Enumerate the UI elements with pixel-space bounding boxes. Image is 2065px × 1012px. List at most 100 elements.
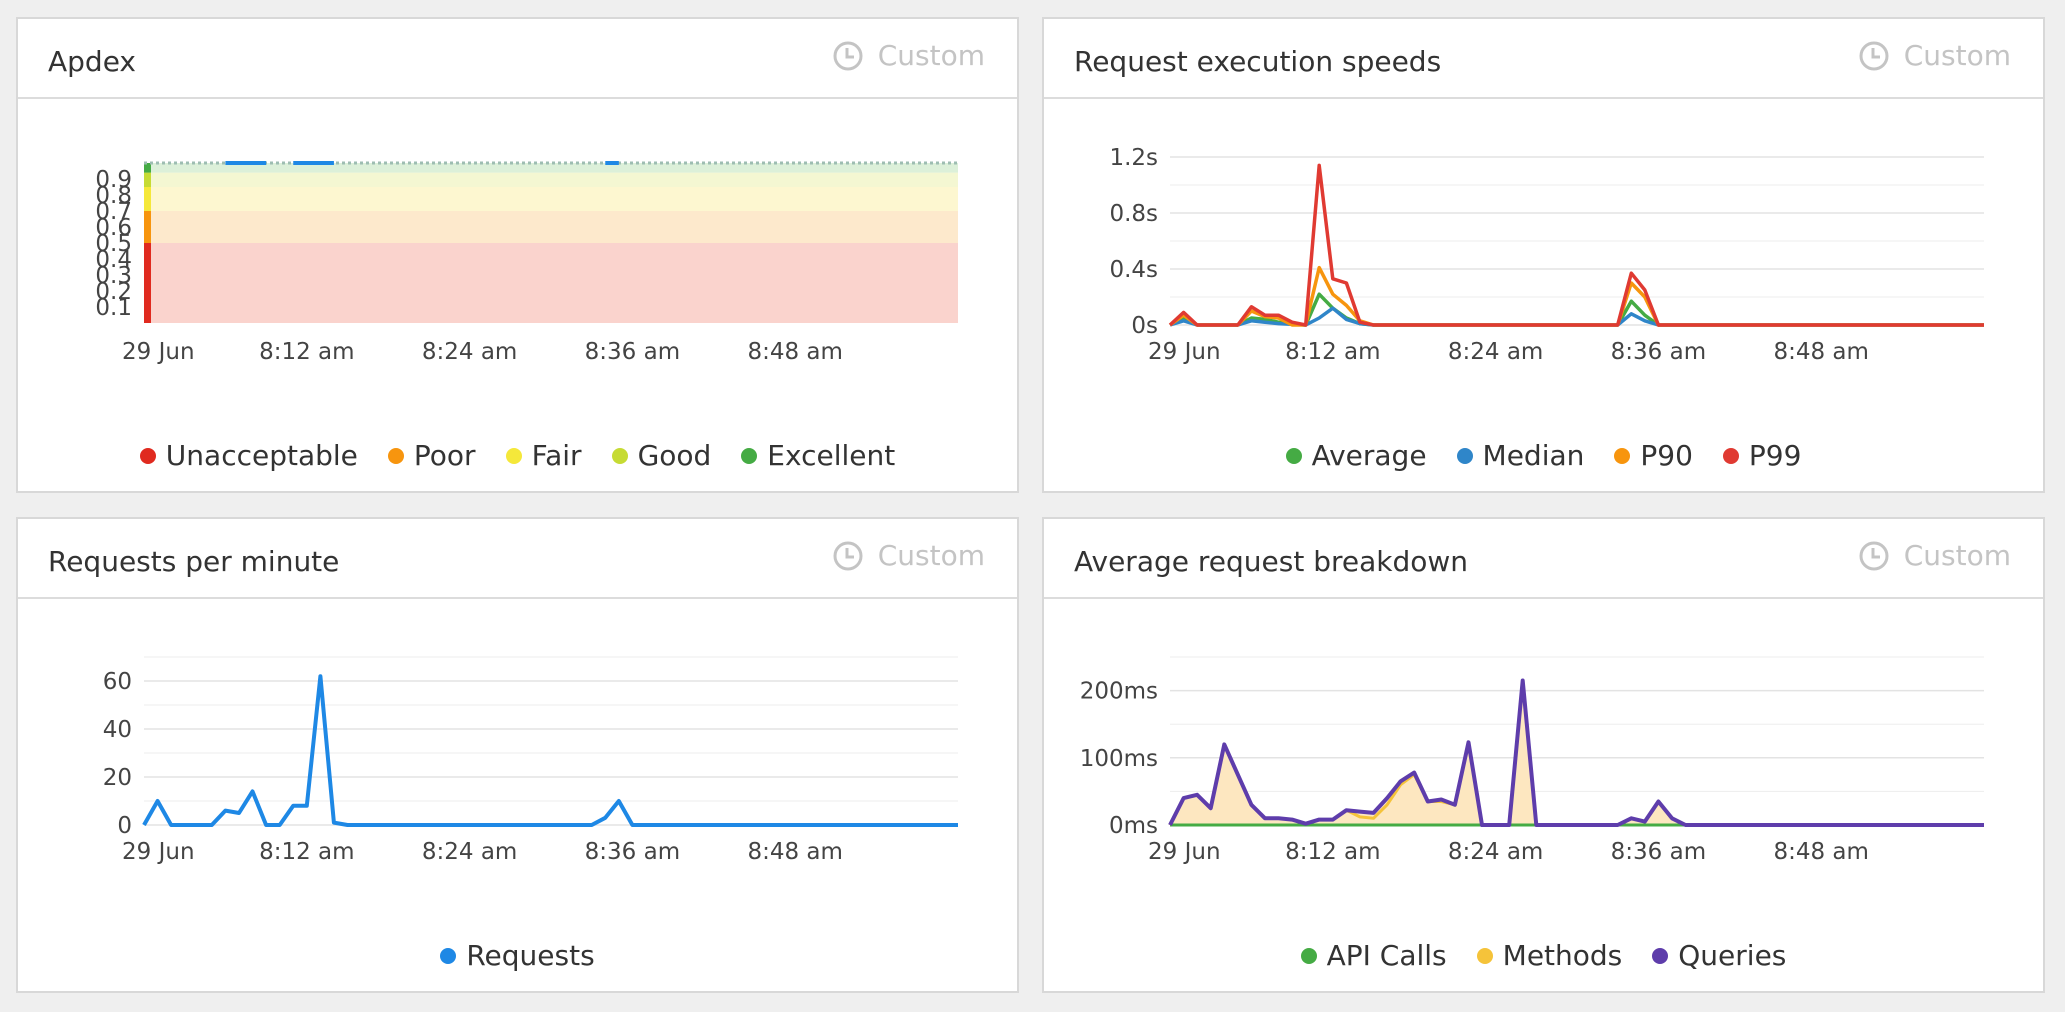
x-tick-label: 8:24 am bbox=[422, 339, 517, 365]
x-tick-label: 8:24 am bbox=[422, 839, 517, 865]
clock-icon bbox=[833, 41, 863, 70]
legend-item-p99[interactable]: P99 bbox=[1722, 439, 1801, 472]
x-tick-label: 8:36 am bbox=[1611, 839, 1706, 865]
y-tick-label: 20 bbox=[103, 765, 132, 791]
y-tick-label: 0ms bbox=[1109, 813, 1158, 839]
legend-item-poor[interactable]: Poor bbox=[387, 439, 476, 472]
legend-dot bbox=[1456, 447, 1473, 464]
x-tick-label: 8:36 am bbox=[585, 839, 680, 865]
apdex-strip-poor bbox=[144, 211, 151, 243]
legend-item-average[interactable]: Average bbox=[1285, 439, 1427, 472]
queries-area bbox=[1170, 680, 1984, 825]
legend-label: API Calls bbox=[1326, 939, 1447, 972]
legend-label: Fair bbox=[531, 439, 582, 472]
custom-time-range-button[interactable]: Custom bbox=[1858, 539, 2011, 572]
legend-label: Average bbox=[1311, 439, 1427, 472]
series-line-p99 bbox=[1168, 163, 1984, 327]
legend-item-fair[interactable]: Fair bbox=[505, 439, 582, 472]
breakdown-legend: API Calls Methods Queries bbox=[1044, 939, 2043, 972]
legend-label: P90 bbox=[1640, 439, 1693, 472]
apdex-strip-unacceptable bbox=[144, 243, 151, 323]
y-tick-label: 0.8s bbox=[1109, 201, 1158, 227]
y-tick-label: 0.2 bbox=[95, 279, 132, 305]
y-tick-label: 0.9 bbox=[95, 167, 132, 193]
panel-title: Requests per minute bbox=[48, 545, 340, 578]
legend-label: Unacceptable bbox=[165, 439, 358, 472]
apdex-strip-fair bbox=[144, 187, 151, 211]
y-tick-label: 200ms bbox=[1080, 679, 1158, 705]
legend-dot bbox=[505, 447, 522, 464]
x-tick-label: 8:48 am bbox=[747, 339, 842, 365]
y-tick-label: 40 bbox=[103, 717, 132, 743]
breakdown-panel-header: Average request breakdown Custom bbox=[1044, 519, 2043, 599]
y-tick-label: 0.1 bbox=[95, 295, 132, 321]
apdex-band-good bbox=[144, 172, 958, 187]
x-tick-label: 8:12 am bbox=[1285, 839, 1380, 865]
custom-time-range-button[interactable]: Custom bbox=[832, 39, 985, 72]
legend-item-unacceptable[interactable]: Unacceptable bbox=[139, 439, 358, 472]
y-tick-label: 100ms bbox=[1080, 746, 1158, 772]
legend-item-median[interactable]: Median bbox=[1456, 439, 1585, 472]
apdex-panel: Apdex Custom 0.1 0.2 0.3 0.4 0.5 0.6 0.7 0.8 0.9… bbox=[16, 17, 1019, 493]
speeds-panel: Request execution speeds Custom 0s 0.4s 0.… bbox=[1042, 17, 2045, 493]
apdex-panel-header: Apdex Custom bbox=[18, 19, 1017, 99]
clock-icon bbox=[1859, 41, 1889, 70]
legend-dot bbox=[1300, 947, 1317, 964]
legend-label: Good bbox=[637, 439, 712, 472]
breakdown-chart: 0ms 100ms 200ms 29 Jun 8:12 am 8:24 am 8:36 am… bbox=[1080, 656, 1984, 865]
custom-time-range-button[interactable]: Custom bbox=[1858, 39, 2011, 72]
legend-item-queries[interactable]: Queries bbox=[1652, 939, 1786, 972]
y-tick-label: 0.7 bbox=[95, 199, 132, 225]
y-tick-label: 0.3 bbox=[95, 263, 132, 289]
y-tick-label: 0.8 bbox=[95, 183, 132, 209]
apdex-strip-excellent bbox=[144, 163, 151, 173]
legend-label: Queries bbox=[1678, 939, 1787, 972]
panel-title: Request execution speeds bbox=[1074, 45, 1442, 78]
apdex-legend: Unacceptable Poor Fair Good Excellent bbox=[18, 439, 1017, 472]
x-tick-label: 8:24 am bbox=[1448, 839, 1543, 865]
custom-label: Custom bbox=[1903, 539, 2011, 572]
speeds-legend: Average Median P90 P99 bbox=[1044, 439, 2043, 472]
custom-label: Custom bbox=[877, 539, 985, 572]
legend-dot bbox=[1722, 447, 1739, 464]
legend-dot bbox=[1285, 447, 1302, 464]
legend-item-api-calls[interactable]: API Calls bbox=[1300, 939, 1447, 972]
y-tick-label: 60 bbox=[103, 669, 132, 695]
x-tick-label: 29 Jun bbox=[1148, 339, 1221, 365]
legend-label: Median bbox=[1482, 439, 1585, 472]
series-line-queries bbox=[1168, 678, 1984, 827]
legend-dot bbox=[611, 447, 628, 464]
y-tick-label: 1.2s bbox=[1109, 145, 1158, 171]
legend-dot bbox=[741, 447, 758, 464]
y-tick-label: 0 bbox=[117, 813, 132, 839]
x-tick-label: 8:48 am bbox=[1773, 339, 1868, 365]
legend-item-excellent[interactable]: Excellent bbox=[741, 439, 895, 472]
legend-label: Requests bbox=[466, 939, 595, 972]
apdex-band-fair bbox=[144, 187, 958, 211]
series-line-requests bbox=[142, 674, 958, 827]
legend-item-good[interactable]: Good bbox=[611, 439, 712, 472]
x-tick-label: 8:12 am bbox=[259, 339, 354, 365]
legend-item-requests[interactable]: Requests bbox=[440, 939, 595, 972]
y-tick-label: 0.4 bbox=[95, 247, 132, 273]
legend-label: Poor bbox=[413, 439, 476, 472]
x-tick-label: 8:36 am bbox=[585, 339, 680, 365]
legend-dot bbox=[1476, 947, 1493, 964]
legend-dot bbox=[440, 947, 457, 964]
legend-label: Methods bbox=[1502, 939, 1623, 972]
legend-item-methods[interactable]: Methods bbox=[1476, 939, 1623, 972]
breakdown-panel: Average request breakdown Custom 0ms 100m… bbox=[1042, 517, 2045, 993]
legend-dot bbox=[1652, 947, 1669, 964]
rpm-panel-header: Requests per minute Custom bbox=[18, 519, 1017, 599]
apdex-band-poor bbox=[144, 211, 958, 243]
panel-title: Average request breakdown bbox=[1074, 545, 1469, 578]
speeds-chart: 0s 0.4s 0.8s 1.2s 29 Jun 8:12 am 8:24 am 8:36 a… bbox=[1109, 145, 1984, 365]
custom-label: Custom bbox=[1903, 39, 2011, 72]
legend-dot bbox=[387, 447, 404, 464]
clock-icon bbox=[833, 541, 863, 570]
custom-time-range-button[interactable]: Custom bbox=[832, 539, 985, 572]
legend-item-p90[interactable]: P90 bbox=[1614, 439, 1693, 472]
apdex-band-excellent bbox=[144, 163, 958, 173]
custom-label: Custom bbox=[877, 39, 985, 72]
y-tick-label: 0.6 bbox=[95, 215, 132, 241]
